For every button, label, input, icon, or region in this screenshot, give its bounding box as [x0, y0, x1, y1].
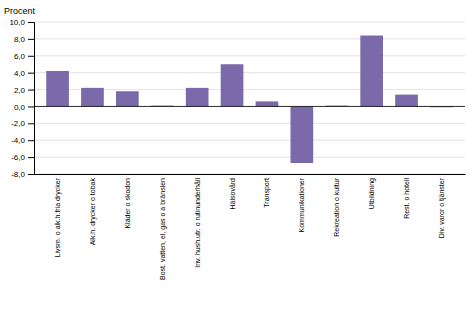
bar [395, 95, 418, 107]
y-tick: 6,0 [14, 52, 34, 61]
grid-line [34, 123, 465, 124]
grid [34, 22, 465, 174]
bar [291, 106, 314, 163]
grid-line [34, 157, 465, 158]
x-tick: Transport [263, 178, 271, 208]
x-tick-label: Rekreation o kultur [333, 177, 340, 236]
x-tick: Kläder o skodon [124, 178, 131, 229]
y-axis: -8,0 -6,0 -4,0 -2,0 0,0 2,0 4,0 6,0 8,0 10,0 [9, 18, 34, 179]
x-tick: Alk.h. drycker o tobak [89, 178, 97, 246]
x-tick-label: Transport [263, 178, 271, 208]
grid-line [34, 55, 465, 56]
y-tick-label: -4,0 [11, 136, 25, 145]
y-tick: -6,0 [11, 153, 34, 162]
y-axis-line [28, 23, 35, 175]
x-tick: Bost. vatten, el, gas o a bränslen [159, 178, 167, 280]
grid-line [34, 72, 465, 73]
y-tick-label: 2,0 [14, 86, 26, 95]
x-tick: Livsm. o alk.h.fria drycker [54, 177, 62, 257]
bar [186, 88, 209, 107]
x-axis-line [35, 174, 466, 175]
x-tick-label: Rest. o hotell [403, 178, 410, 219]
y-tick-label: -6,0 [11, 153, 25, 162]
y-tick-mark [28, 90, 34, 91]
y-tick-mark [28, 73, 34, 74]
zero-line [34, 106, 465, 107]
x-tick-label: Inv. hush.utr. o rutinunderhåll [194, 178, 201, 268]
plot: -8,0 -6,0 -4,0 -2,0 0,0 2,0 4,0 6,0 8,0 10,0 Livsm… [9, 18, 465, 280]
y-tick: 2,0 [14, 86, 34, 95]
x-tick: Utbildning [368, 178, 376, 209]
grid-line [34, 140, 465, 141]
y-tick-mark [28, 123, 34, 124]
y-tick-label: -2,0 [11, 119, 25, 128]
x-axis: Livsm. o alk.h.fria drycker Alk.h. drycke… [35, 175, 466, 280]
y-tick-mark [28, 39, 34, 40]
bar [221, 64, 244, 106]
y-tick-mark [28, 106, 34, 107]
x-tick-label: Bost. vatten, el, gas o a bränslen [159, 178, 167, 280]
y-tick-label: 10,0 [9, 18, 25, 27]
grid-line [34, 38, 465, 39]
bar [360, 36, 383, 107]
y-tick-mark [28, 157, 34, 158]
y-tick: -2,0 [11, 119, 34, 128]
x-tick: Rekreation o kultur [333, 177, 340, 236]
y-tick: 0,0 [14, 103, 34, 112]
y-tick-label: 0,0 [14, 103, 26, 112]
y-tick-mark [28, 56, 34, 57]
y-tick: -4,0 [11, 136, 34, 145]
grid-line [34, 22, 465, 23]
x-tick: Div. varor o tjänster [438, 177, 446, 238]
y-tick-mark [28, 174, 34, 175]
bar [116, 91, 139, 106]
bar [81, 88, 104, 107]
chart: -8,0 -6,0 -4,0 -2,0 0,0 2,0 4,0 6,0 8,0 10,0 Livsm… [0, 0, 475, 309]
y-tick: 10,0 [9, 18, 34, 27]
bars [46, 36, 453, 164]
x-tick: Kommunikationer [298, 177, 305, 232]
y-tick-label: -8,0 [11, 170, 25, 179]
x-tick-label: Livsm. o alk.h.fria drycker [54, 177, 62, 257]
x-tick-label: Alk.h. drycker o tobak [89, 178, 97, 246]
y-tick-mark [28, 22, 34, 23]
y-tick-label: 4,0 [14, 69, 26, 78]
x-tick: Hälsovård [229, 178, 236, 210]
x-tick-label: Utbildning [368, 178, 376, 209]
y-label: Procent [4, 6, 36, 16]
y-tick: -8,0 [11, 170, 34, 179]
grid-line [34, 174, 465, 175]
y-tick-label: 8,0 [14, 35, 26, 44]
grid-line [34, 106, 465, 107]
y-tick: 4,0 [14, 69, 34, 78]
x-tick-label: Kläder o skodon [124, 178, 131, 229]
x-tick: Rest. o hotell [403, 178, 410, 219]
x-tick-label: Hälsovård [229, 178, 236, 210]
x-tick-label: Kommunikationer [298, 177, 305, 232]
bar [46, 71, 69, 106]
y-tick-mark [28, 140, 34, 141]
x-tick-label: Div. varor o tjänster [438, 177, 446, 238]
y-tick-label: 6,0 [14, 52, 26, 61]
bar [256, 101, 279, 106]
y-tick: 8,0 [14, 35, 34, 44]
x-tick: Inv. hush.utr. o rutinunderhåll [194, 178, 201, 268]
